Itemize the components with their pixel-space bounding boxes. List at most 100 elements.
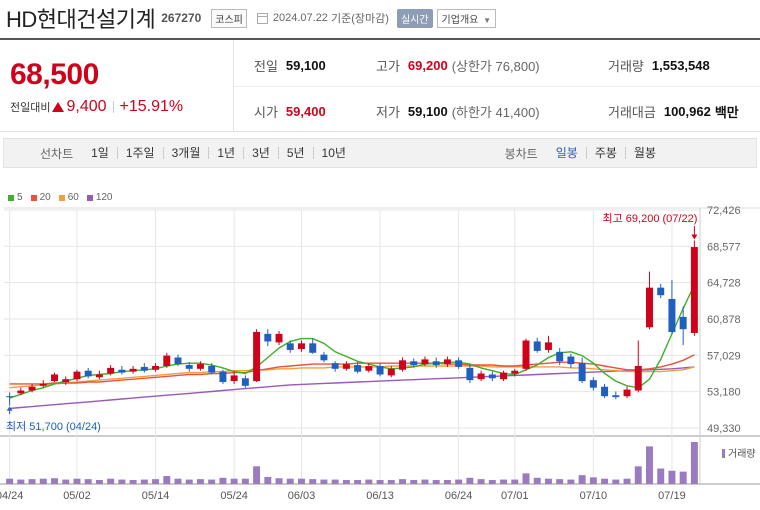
volume-bar (286, 478, 294, 484)
candle-body (129, 368, 137, 372)
volume-bar (646, 446, 653, 484)
y-tick-label: 57,029 (707, 350, 741, 362)
lower-limit-label: (하한가 (451, 105, 492, 120)
upper-limit-value: 76,800) (495, 59, 540, 74)
volume-bar (6, 478, 14, 484)
y-tick-label: 72,426 (707, 205, 741, 217)
candle-body (28, 386, 36, 391)
volume-label: 거래량 (608, 59, 644, 74)
volume-bar (95, 480, 103, 484)
volume-bar (28, 479, 36, 484)
legend-swatch (86, 194, 93, 201)
volume-bar (253, 466, 261, 484)
volume-bar (466, 477, 474, 484)
period-3y[interactable]: 3년 (244, 147, 279, 159)
candle-monthly[interactable]: 월봉 (633, 146, 656, 160)
candle-body (466, 367, 474, 381)
volume-bar (511, 479, 519, 484)
period-5y[interactable]: 5년 (279, 147, 314, 159)
candle-body (331, 363, 339, 369)
volume-bar (17, 479, 25, 484)
volume-bar (129, 480, 137, 484)
line-chart-label: 선차트 (40, 146, 74, 161)
candle-body (51, 374, 58, 382)
ma-legend: 5 20 60 120 (8, 192, 121, 203)
volume-bar (219, 477, 227, 484)
realtime-button[interactable]: 실시간 (396, 8, 433, 28)
amount-unit: 백만 (714, 105, 739, 120)
candle-body (578, 363, 586, 382)
volume-bar (230, 478, 238, 484)
candle-body (432, 361, 440, 366)
stock-header: HD현대건설기계 267270 코스피 2024.07.22 기준(장마감) 실… (0, 0, 760, 36)
volume-bar (140, 479, 148, 484)
up-arrow-icon (52, 102, 65, 112)
volume-bar (264, 476, 272, 484)
high-label: 고가 (376, 59, 400, 74)
volume-bar (309, 479, 317, 484)
candle-body (264, 333, 272, 342)
volume-bar (544, 478, 552, 484)
candle-body (421, 359, 429, 365)
open-label: 시가 (254, 105, 278, 120)
high-value: 69,200 (407, 58, 448, 73)
chevron-down-icon: ▼ (483, 15, 492, 25)
volume-bar (185, 479, 193, 484)
company-info-label: 기업개요 (441, 14, 479, 26)
candle-body (443, 359, 451, 365)
period-1d[interactable]: 1일 (83, 147, 118, 159)
candle-body (320, 354, 328, 361)
candle-chart-label: 봉차트 (504, 146, 538, 161)
candle-weekly[interactable]: 주봉 (587, 147, 626, 159)
candle-body (365, 365, 373, 371)
volume-bar (365, 479, 373, 484)
candle-body (354, 365, 362, 372)
candle-body (107, 367, 115, 374)
candle-body (646, 287, 653, 328)
candle-body (567, 356, 575, 365)
period-1y[interactable]: 1년 (209, 147, 245, 159)
volume-bar (589, 477, 597, 484)
volume-bar (455, 479, 463, 484)
candle-body (533, 341, 541, 351)
legend-swatch (30, 194, 37, 201)
x-tick-label: 06/24 (445, 490, 473, 502)
x-tick-label: 06/03 (288, 490, 316, 502)
volume-bar (354, 480, 362, 484)
period-10y[interactable]: 10년 (321, 146, 346, 160)
y-tick-label: 64,728 (707, 278, 741, 290)
candle-body (589, 380, 597, 388)
candle-body (163, 355, 171, 366)
volume-bar (39, 478, 47, 484)
volume-bar (376, 480, 384, 484)
prev-close-label: 전일 (254, 59, 278, 74)
date-info: 2024.07.22 기준(장마감) (256, 10, 389, 26)
candle-body (601, 386, 609, 397)
volume-bar (118, 479, 126, 484)
legend-label: 5 (17, 192, 23, 203)
volume-bar (241, 478, 249, 484)
volume-bar (196, 479, 204, 484)
company-info-dropdown[interactable]: 기업개요 ▼ (436, 8, 497, 28)
ma20-line (9, 354, 695, 385)
candle-body (84, 370, 92, 377)
candle-body (488, 374, 496, 379)
period-1w[interactable]: 1주일 (118, 147, 164, 159)
row-divider (234, 86, 760, 87)
volume-bar (342, 480, 350, 484)
change-label: 전일대비 (10, 102, 51, 114)
candle-body (6, 396, 14, 398)
x-tick-label: 07/10 (580, 490, 608, 502)
candle-body (657, 287, 665, 296)
volume-bar (331, 479, 339, 484)
volume-bar (668, 470, 676, 484)
volume-bar (634, 466, 642, 484)
candle-body (62, 379, 70, 383)
volume-bar (623, 478, 631, 484)
stock-name: HD현대건설기계 (6, 7, 156, 32)
candle-daily[interactable]: 일봉 (548, 147, 587, 159)
period-3m[interactable]: 3개월 (164, 147, 210, 159)
y-tick-label: 68,577 (707, 241, 741, 253)
candle-body (39, 383, 47, 386)
